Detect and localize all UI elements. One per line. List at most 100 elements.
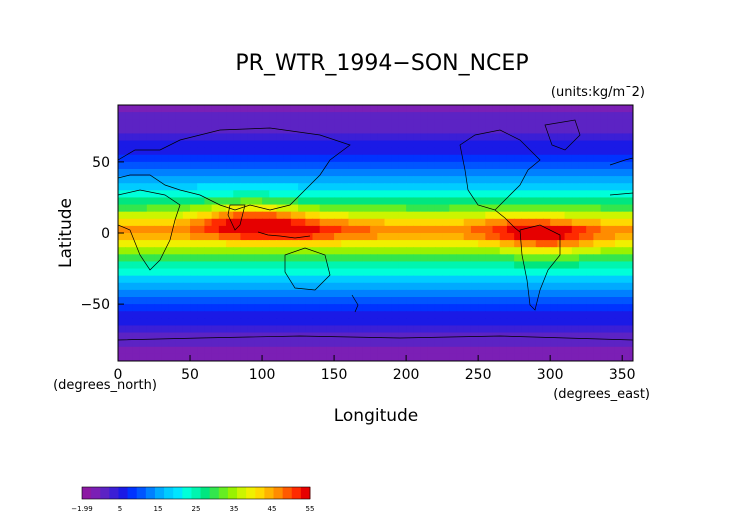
field-cell [190, 332, 198, 341]
field-cell [118, 311, 126, 319]
field-cell [521, 254, 530, 263]
colorbar-swatch [118, 487, 128, 499]
field-cell [420, 133, 429, 142]
field-cell [449, 240, 458, 248]
field-cell [341, 112, 350, 120]
field-cell [125, 268, 133, 277]
field-cell [506, 346, 515, 355]
field-cell [370, 218, 378, 227]
field-cell [305, 140, 314, 149]
field-cell [262, 261, 270, 270]
field-cell [362, 197, 371, 206]
field-cell [542, 197, 551, 206]
field-cell [197, 268, 206, 277]
field-cell [355, 204, 364, 213]
field-cell [362, 318, 371, 327]
field-cell [542, 346, 551, 355]
field-cell [370, 183, 378, 191]
field-cell [593, 325, 602, 334]
field-cell [528, 325, 537, 334]
field-cell [593, 176, 602, 184]
field-cell [377, 225, 386, 234]
field-cell [240, 233, 249, 241]
field-cell [125, 289, 133, 298]
field-cell [312, 311, 321, 319]
field-cell [506, 147, 515, 156]
field-cell [478, 161, 486, 170]
field-cell [478, 147, 486, 156]
field-cell [132, 268, 141, 277]
field-cell [434, 126, 443, 135]
field-cell [240, 126, 249, 135]
field-cell [578, 233, 587, 241]
field-cell [175, 339, 184, 348]
field-cell [290, 261, 299, 270]
field-cell [226, 261, 234, 270]
field-cell [614, 204, 623, 213]
field-cell [514, 254, 522, 263]
field-cell [442, 183, 450, 191]
field-cell [528, 247, 537, 255]
field-cell [434, 318, 443, 327]
field-cell [398, 197, 407, 206]
field-cell [341, 325, 350, 334]
field-cell [586, 311, 594, 319]
field-cell [391, 254, 400, 263]
field-cell [326, 105, 335, 113]
colorbar-swatch [282, 487, 293, 499]
field-cell [463, 218, 472, 227]
field-cell [341, 140, 350, 149]
field-cell [233, 126, 242, 135]
field-cell [406, 289, 414, 298]
field-cell [146, 154, 155, 163]
field-cell [362, 218, 371, 227]
field-cell [600, 154, 609, 163]
field-cell [154, 147, 162, 156]
field-cell [312, 161, 321, 170]
field-cell [449, 126, 458, 135]
field-cell [521, 190, 530, 199]
field-cell [622, 119, 630, 127]
field-cell [168, 339, 177, 348]
field-cell [413, 119, 422, 127]
field-cell [348, 268, 357, 277]
colorbar-swatch [273, 487, 284, 499]
field-cell [298, 204, 306, 213]
field-cell [485, 147, 494, 156]
field-cell [586, 133, 594, 142]
field-cell [312, 240, 321, 248]
field-cell [290, 218, 299, 227]
x-tick-label: 250 [465, 367, 492, 383]
field-cell [456, 154, 465, 163]
field-cell [578, 105, 587, 113]
field-cell [168, 240, 177, 248]
field-cell [226, 112, 234, 120]
field-cell [427, 254, 436, 263]
field-cell [139, 325, 148, 334]
field-cell [226, 325, 234, 334]
field-cell [550, 318, 558, 327]
field-cell [499, 297, 508, 305]
field-cell [218, 183, 227, 191]
field-cell [182, 147, 191, 156]
field-cell [571, 218, 580, 227]
field-cell [276, 126, 285, 135]
field-cell [593, 105, 602, 113]
field-cell [499, 247, 508, 255]
field-cell [341, 339, 350, 348]
field-cell [427, 297, 436, 305]
field-cell [521, 147, 530, 156]
field-cell [161, 268, 170, 277]
field-cell [168, 346, 177, 355]
field-cell [355, 311, 364, 319]
field-cell [132, 304, 141, 312]
field-cell [211, 339, 220, 348]
field-cell [614, 346, 623, 355]
field-cell [175, 176, 184, 184]
field-cell [154, 275, 162, 284]
field-cell [146, 332, 155, 341]
field-cell [622, 254, 630, 263]
field-cell [557, 225, 566, 234]
field-cell [283, 297, 292, 305]
